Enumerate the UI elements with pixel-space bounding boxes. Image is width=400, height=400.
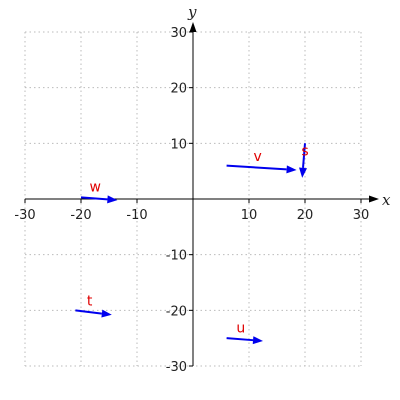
vector-u: u [226,321,263,345]
vector-shaft [80,196,108,201]
x-tick-label: 10 [241,208,258,223]
axes: x y [25,3,391,366]
x-tick-label: -30 [14,208,35,223]
vector-label: v [253,149,261,165]
vector-shaft [226,164,287,171]
vector-label: s [301,143,308,159]
y-axis-arrowhead [189,22,197,32]
vector-shaft [226,337,254,342]
y-tick-label: 20 [170,82,187,97]
vector-w: w [80,180,118,204]
x-tick-label: 30 [353,208,370,223]
vector-group: w v s t u [75,143,309,345]
vector-arrowhead [107,195,118,204]
x-tick-label: 20 [297,208,314,223]
vector-label: t [87,294,93,310]
tick-group: -30 -20 -10 10 20 30 -30 -20 -10 10 20 30 [14,26,369,375]
vector-arrowhead [101,309,112,318]
vector-shaft [75,309,102,315]
vector-arrowhead [286,165,297,174]
vector-v: v [226,149,297,174]
y-tick-label: 10 [170,137,187,152]
vector-arrowhead [299,167,307,178]
x-tick-label: -10 [126,208,147,223]
vector-shaft [302,143,306,168]
x-axis-arrowhead [369,195,379,203]
x-tick-label: -20 [70,208,91,223]
y-tick-label: -20 [166,304,187,319]
y-tick-label: -30 [166,360,187,375]
vector-t: t [75,294,112,318]
vector-label: u [236,321,245,337]
y-axis-label: y [187,3,197,21]
vector-s: s [299,143,309,178]
x-axis-label: x [382,191,391,209]
y-tick-label: -10 [166,249,187,264]
vector-label: w [89,180,100,196]
y-tick-label: 30 [170,26,187,41]
vector-arrowhead [252,336,263,345]
